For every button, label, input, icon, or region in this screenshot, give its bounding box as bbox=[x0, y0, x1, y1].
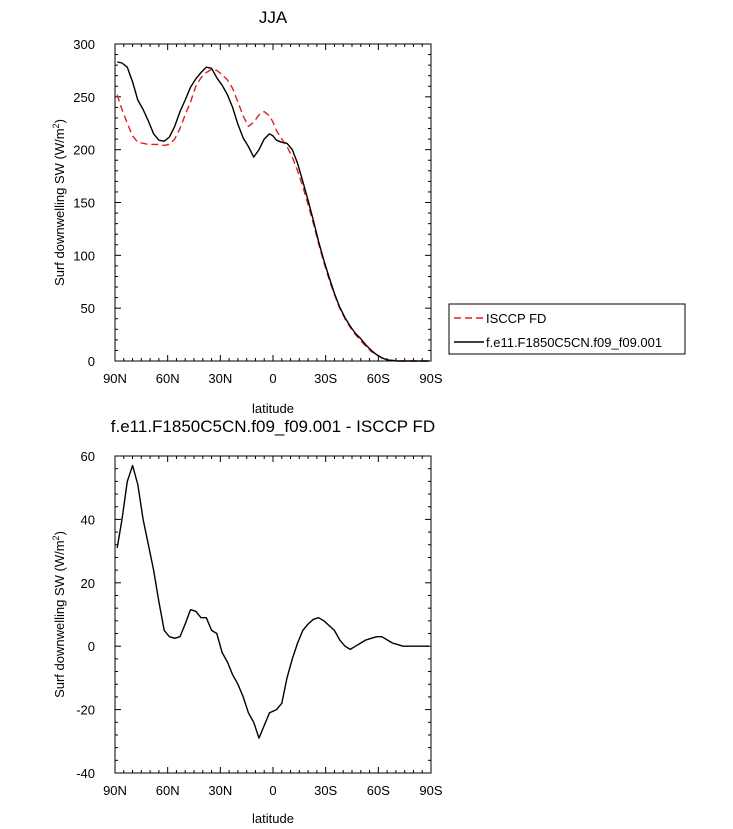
bottom-y-axis-label-end: ) bbox=[52, 531, 67, 535]
top-y-tick-label: 0 bbox=[88, 354, 95, 369]
bottom-series-line-0 bbox=[116, 464, 429, 739]
bottom-x-axis-label: latitude bbox=[252, 811, 294, 826]
legend-label-1: f.e11.F1850C5CN.f09_f09.001 bbox=[486, 335, 662, 350]
top-y-axis-label-end: ) bbox=[52, 119, 67, 123]
top-x-tick-label: 60N bbox=[156, 371, 180, 386]
top-y-axis-label: Surf downwelling SW (W/m2) bbox=[51, 119, 67, 286]
bottom-x-tick-label: 30N bbox=[208, 783, 232, 798]
top-y-tick-label: 200 bbox=[73, 143, 95, 158]
top-y-tick-label: 300 bbox=[73, 37, 95, 52]
bottom-chart-title: f.e11.F1850C5CN.f09_f09.001 - ISCCP FD bbox=[111, 417, 435, 436]
bottom-x-tick-label: 60N bbox=[156, 783, 180, 798]
bottom-y-tick-label: 60 bbox=[81, 449, 95, 464]
legend-label-0: ISCCP FD bbox=[486, 311, 546, 326]
top-x-axis-label: latitude bbox=[252, 401, 294, 416]
bottom-chart: f.e11.F1850C5CN.f09_f09.001 - ISCCP FD 90… bbox=[51, 417, 443, 826]
top-chart: JJA 90N 60N 30N 0 30S 60S 90S 0 50 100 150 200 250 300… bbox=[51, 8, 443, 416]
top-y-axis-label-sup: 2 bbox=[51, 123, 61, 128]
top-plot-frame bbox=[114, 43, 432, 362]
top-y-tick-label: 250 bbox=[73, 90, 95, 105]
bottom-x-tick-label: 90N bbox=[103, 783, 127, 798]
legend: ISCCP FD f.e11.F1850C5CN.f09_f09.001 bbox=[448, 303, 686, 355]
bottom-x-tick-label: 0 bbox=[269, 783, 276, 798]
top-series-line-0 bbox=[116, 68, 429, 362]
top-x-tick-label: 60S bbox=[367, 371, 390, 386]
top-x-tick-label: 0 bbox=[269, 371, 276, 386]
top-x-tick-label: 30N bbox=[208, 371, 232, 386]
bottom-y-axis-label-sup: 2 bbox=[51, 535, 61, 540]
top-y-axis-label-main: Surf downwelling SW (W/m bbox=[52, 128, 67, 285]
bottom-y-tick-label: 20 bbox=[81, 576, 95, 591]
bottom-y-tick-label: -20 bbox=[76, 703, 95, 718]
bottom-y-axis-label-main: Surf downwelling SW (W/m bbox=[52, 540, 67, 697]
bottom-y-tick-label: 40 bbox=[81, 512, 95, 527]
bottom-y-axis-label: Surf downwelling SW (W/m2) bbox=[51, 531, 67, 698]
bottom-y-tick-label: -40 bbox=[76, 766, 95, 781]
top-series-line-1 bbox=[117, 61, 429, 362]
top-y-tick-label: 100 bbox=[73, 248, 95, 263]
bottom-y-tick-label: 0 bbox=[88, 639, 95, 654]
top-chart-title: JJA bbox=[259, 8, 288, 27]
bottom-x-tick-label: 60S bbox=[367, 783, 390, 798]
top-x-tick-label: 30S bbox=[314, 371, 337, 386]
top-y-tick-label: 50 bbox=[81, 301, 95, 316]
bottom-plot-frame bbox=[114, 455, 432, 774]
top-x-tick-label: 90S bbox=[419, 371, 442, 386]
bottom-x-tick-label: 30S bbox=[314, 783, 337, 798]
bottom-x-tick-label: 90S bbox=[419, 783, 442, 798]
legend-box bbox=[448, 303, 686, 355]
top-y-tick-label: 150 bbox=[73, 196, 95, 211]
top-x-tick-label: 90N bbox=[103, 371, 127, 386]
